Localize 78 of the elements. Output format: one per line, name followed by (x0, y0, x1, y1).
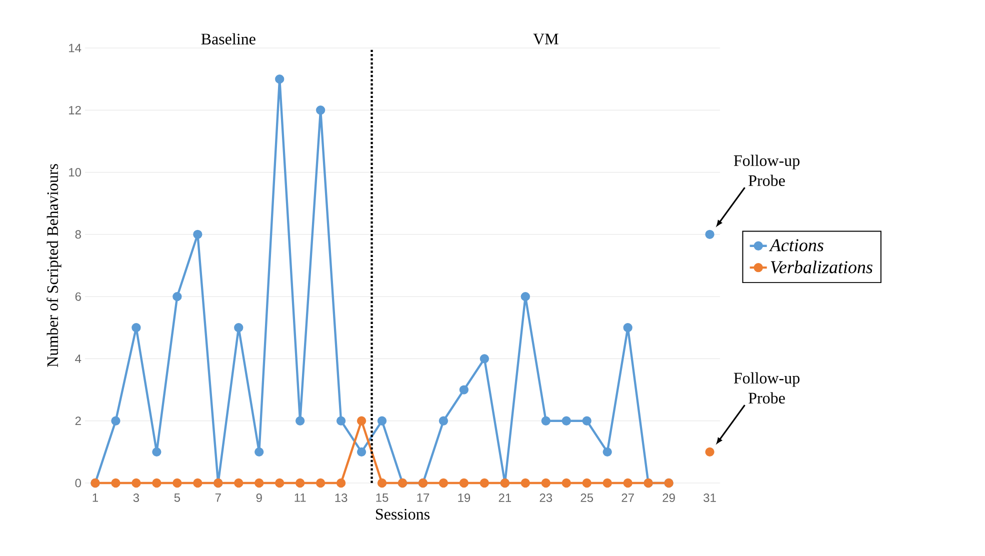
point (275, 478, 284, 488)
point (602, 447, 612, 457)
y-tick-label: 14 (69, 44, 82, 52)
point (234, 478, 244, 488)
point (336, 416, 346, 426)
text: Baseline (201, 33, 256, 44)
point (582, 478, 592, 488)
point (193, 478, 202, 488)
x-axis-title: Sessions (376, 508, 430, 520)
point (623, 323, 632, 332)
x-tick-label: 27 (622, 494, 634, 502)
point (480, 478, 490, 488)
point (602, 478, 612, 488)
point (234, 323, 244, 332)
legend-label: Verbalizations (770, 260, 872, 274)
point (459, 385, 469, 394)
point (377, 478, 387, 488)
point (132, 478, 141, 488)
x-tick-label: 31 (704, 494, 716, 502)
point (316, 478, 326, 488)
y-axis-title: Number of Scripted Behaviours (46, 164, 62, 368)
y-tick-label: 8 (75, 230, 81, 239)
point (377, 416, 387, 426)
x-tick-label: 29 (662, 494, 675, 502)
x-tick-label: 25 (580, 494, 594, 502)
legend-label: Actions (768, 239, 824, 252)
point (254, 478, 264, 488)
y-tick-label: 4 (75, 354, 82, 363)
point (438, 416, 448, 426)
y-tick-label: 2 (75, 416, 81, 426)
point (152, 447, 162, 457)
x-tick-label: 11 (294, 494, 306, 502)
text: Follow-up Probe (734, 154, 800, 186)
point (296, 416, 305, 426)
point (520, 292, 530, 302)
point (562, 416, 571, 426)
y-tick-label: 0 (75, 478, 82, 488)
point (356, 447, 366, 457)
x-tick-label: 19 (458, 494, 470, 502)
point (705, 230, 714, 240)
point (172, 478, 182, 488)
point (193, 230, 202, 240)
x-tick-label: 13 (335, 494, 348, 502)
point (459, 478, 469, 488)
point (705, 447, 714, 457)
point (438, 478, 448, 488)
point (296, 478, 305, 488)
text: VM (533, 34, 558, 44)
point (336, 478, 346, 488)
x-tick-label: 7 (215, 494, 221, 502)
y-tick-label: 6 (75, 292, 81, 301)
x-tick-label: 3 (133, 494, 140, 502)
x-tick-label: 17 (417, 494, 430, 502)
x-tick-label: 23 (540, 494, 552, 502)
point (254, 447, 264, 457)
x-tick-label: 21 (498, 494, 512, 502)
point (316, 106, 326, 115)
point (152, 478, 162, 488)
point (275, 74, 284, 84)
y-tick-label: 10 (69, 168, 82, 177)
point (582, 416, 592, 426)
text: Follow-up Probe (734, 372, 800, 404)
point (356, 416, 366, 426)
point (623, 478, 632, 488)
point (480, 354, 490, 364)
point (541, 478, 550, 488)
point (111, 416, 120, 426)
point (132, 323, 141, 332)
point (172, 292, 182, 302)
point (111, 478, 120, 488)
x-tick-label: 15 (376, 494, 388, 502)
point (520, 478, 530, 488)
x-tick-label: 5 (174, 494, 180, 502)
x-tick-label: 1 (92, 494, 98, 502)
point (541, 416, 550, 426)
point (562, 478, 571, 488)
x-tick-label: 9 (256, 494, 262, 502)
y-tick-label: 12 (69, 106, 81, 114)
